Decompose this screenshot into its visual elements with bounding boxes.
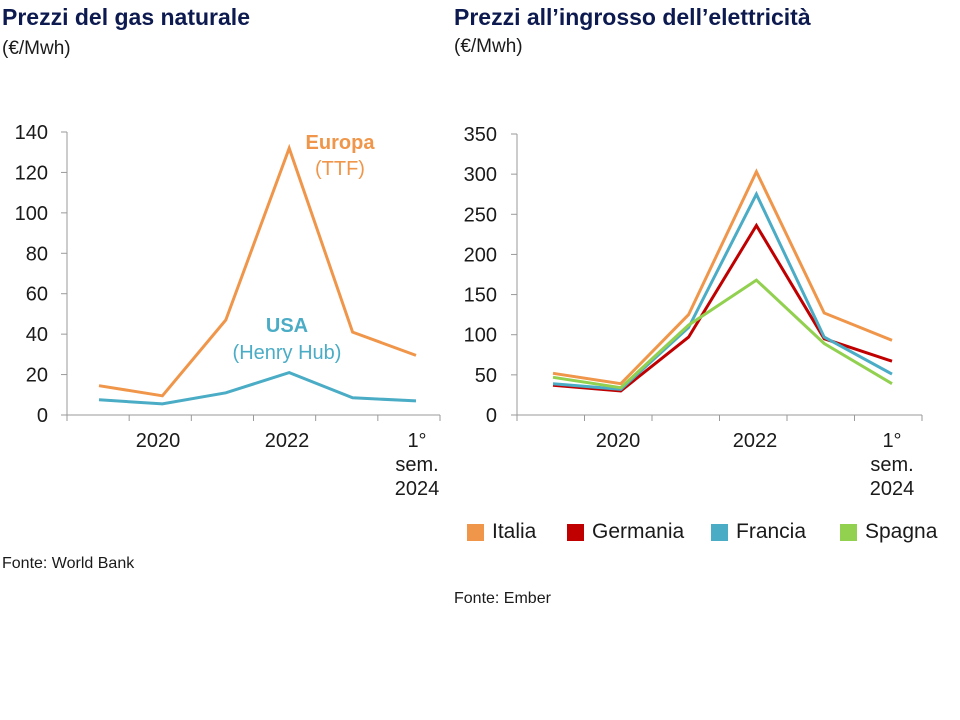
gas-x-tick-label: 2020	[136, 430, 181, 452]
elec-y-tick-label: 50	[475, 365, 497, 387]
gas-series-line-usa	[98, 371, 417, 406]
elec-y-tick-label: 200	[464, 244, 497, 266]
legend-label-italia: Italia	[492, 520, 537, 543]
elec-series-line-spagna	[552, 278, 893, 390]
legend-swatch-spagna	[840, 523, 857, 541]
elec-x-tick-label: 2022	[733, 430, 778, 452]
elec-x-tick-label: 2020	[596, 430, 641, 452]
legend-item-spagna: Spagna	[840, 520, 937, 544]
gas-x-tick-label: 2022	[265, 430, 310, 452]
gas-y-tick-label: 100	[15, 203, 48, 225]
gas-x-tick-label-line: 2022	[265, 430, 310, 452]
elec-y-tick-label: 250	[464, 204, 497, 226]
electricity-chart-title: Prezzi all’ingrosso dell’elettricità	[454, 4, 811, 30]
elec-x-tick-label-line: sem.	[870, 454, 913, 476]
gas-series-line-europa	[98, 143, 417, 398]
gas-y-tick-label: 20	[26, 365, 48, 387]
legend-item-italia: Italia	[467, 520, 536, 544]
gas-x-tick-label-line: 2024	[395, 478, 440, 500]
elec-y-tick-label: 100	[464, 325, 497, 347]
electricity-chart-source: Fonte: Ember	[454, 590, 551, 607]
gas-series-label-usa: USA	[266, 315, 308, 337]
gas-y-tick-label: 0	[37, 405, 48, 427]
elec-series-line-italia	[552, 168, 893, 386]
elec-x-tick-label-line: 2022	[733, 430, 778, 452]
gas-series-label-europa: Europa	[306, 132, 376, 154]
gas-y-tick-label: 140	[15, 122, 48, 144]
elec-x-tick-label: 1° sem. 2024	[870, 430, 915, 500]
gas-x-tick-label-line: sem.	[395, 454, 438, 476]
gas-y-tick-label: 120	[15, 162, 48, 184]
legend-label-francia: Francia	[736, 520, 807, 543]
gas-chart-source: Fonte: World Bank	[2, 555, 135, 572]
gas-y-tick-label: 80	[26, 243, 48, 265]
elec-x-tick-label-line: 1°	[882, 430, 901, 452]
legend-item-germania: Germania	[567, 520, 684, 544]
legend-swatch-germania	[567, 523, 584, 541]
gas-series-sublabel-europa: (TTF)	[315, 158, 365, 180]
gas-x-tick-label-line: 1°	[407, 430, 426, 452]
gas-y-tick-label: 40	[26, 324, 48, 346]
elec-series-line-francia	[552, 190, 893, 391]
legend-label-spagna: Spagna	[865, 520, 938, 543]
legend-swatch-italia	[467, 523, 484, 541]
gas-series-sublabel-usa: (Henry Hub)	[233, 342, 342, 364]
electricity-chart-unit: (€/Mwh)	[454, 36, 523, 57]
elec-y-tick-label: 350	[464, 124, 497, 146]
elec-y-tick-label: 300	[464, 164, 497, 186]
elec-x-tick-label-line: 2020	[596, 430, 641, 452]
elec-y-tick-label: 0	[486, 405, 497, 427]
gas-chart-title: Prezzi del gas naturale	[2, 4, 250, 30]
gas-y-tick-label: 60	[26, 284, 48, 306]
legend-swatch-francia	[711, 523, 728, 541]
legend-item-francia: Francia	[711, 520, 806, 544]
gas-chart-unit: (€/Mwh)	[2, 38, 71, 59]
legend-label-germania: Germania	[592, 520, 685, 543]
gas-x-tick-label: 1° sem. 2024	[395, 430, 440, 500]
elec-x-tick-label-line: 2024	[870, 478, 915, 500]
elec-y-tick-label: 150	[464, 285, 497, 307]
gas-x-tick-label-line: 2020	[136, 430, 181, 452]
elec-series-line-germania	[552, 222, 893, 393]
